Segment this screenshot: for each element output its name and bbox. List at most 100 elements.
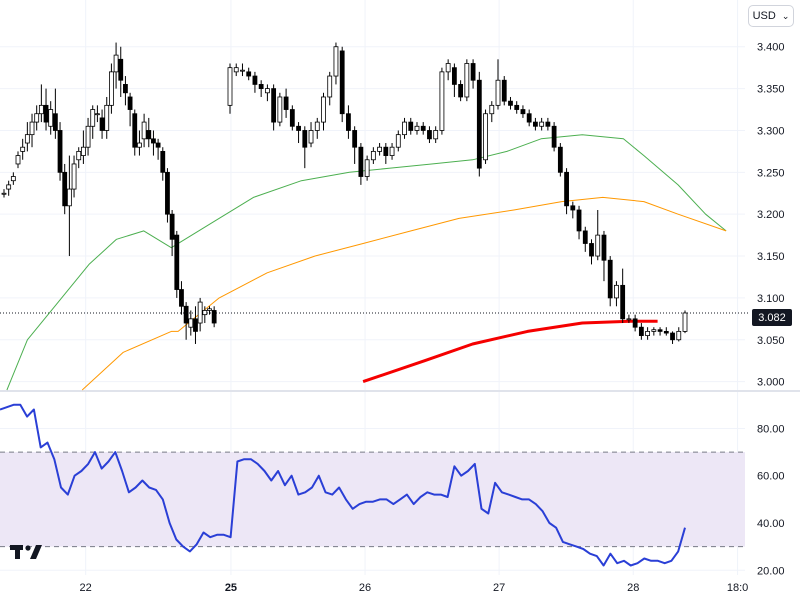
candle-body <box>570 205 576 211</box>
candle-body <box>99 117 105 131</box>
candle-body <box>118 58 124 81</box>
candle-body <box>526 113 532 123</box>
price-tick-label: 3.300 <box>757 125 785 137</box>
candle-body <box>614 284 619 299</box>
candle-body <box>302 130 308 148</box>
candle-body <box>296 125 301 131</box>
time-tick-label: 26 <box>359 582 371 594</box>
candle-body <box>15 155 21 165</box>
candle-body <box>85 125 91 148</box>
candle-body <box>66 188 72 207</box>
candle-body <box>657 329 663 332</box>
candle-body <box>183 305 189 324</box>
candle-body <box>327 75 333 98</box>
price-axis-labels: 3.400 3.350 3.300 3.250 3.200 3.150 3.100 3.050… <box>757 42 785 389</box>
candle-body <box>645 330 651 336</box>
candle-body <box>682 312 688 332</box>
candle-body <box>76 150 82 161</box>
time-axis-labels: 22 25 26 27 28 18:0 <box>80 582 749 594</box>
candle-body <box>38 104 44 115</box>
rsi-tick-label: 60.00 <box>757 471 785 483</box>
candle-body <box>533 121 538 127</box>
candle-body <box>451 67 457 85</box>
candle-body <box>165 171 170 215</box>
candle-body <box>445 63 451 73</box>
candle-body <box>607 259 613 299</box>
candle-body <box>339 50 345 115</box>
candle-body <box>109 71 114 106</box>
candle-body <box>197 301 203 324</box>
candle-body <box>670 332 675 341</box>
candle-body <box>20 146 26 152</box>
candle-body <box>52 113 58 131</box>
candle-body <box>632 318 638 328</box>
candle-body <box>501 79 507 102</box>
rsi-band <box>0 452 745 547</box>
candle-body <box>240 69 245 72</box>
price-tick-label: 3.200 <box>757 209 785 221</box>
candle-body <box>346 113 351 131</box>
candle-body <box>10 176 16 182</box>
candle-body <box>383 146 389 156</box>
price-tick-label: 3.400 <box>757 42 785 54</box>
rsi-axis-labels: 80.00 60.00 40.00 20.00 <box>757 423 785 577</box>
chevron-down-icon: ⌄ <box>781 10 790 21</box>
candle-body <box>174 234 180 290</box>
candle-body <box>211 310 217 324</box>
candle-body <box>364 159 370 177</box>
candle-body <box>151 138 156 144</box>
candle-body <box>663 330 669 334</box>
candle-body <box>1 192 7 195</box>
candlestick-series <box>1 42 688 344</box>
currency-selector-button[interactable]: USD ⌄ <box>748 5 794 27</box>
rsi-tick-label: 20.00 <box>757 565 785 577</box>
moving-averages <box>6 134 727 391</box>
last-price-value: 3.082 <box>758 311 786 324</box>
candle-body <box>564 171 569 207</box>
candle-body <box>408 121 414 131</box>
candle-body <box>520 109 526 115</box>
candle-body <box>160 150 166 173</box>
ma-mid-line <box>81 196 727 391</box>
candle-body <box>464 63 470 98</box>
candle-body <box>71 163 77 190</box>
candle-body <box>508 100 513 106</box>
time-tick-label: 22 <box>80 582 92 594</box>
time-tick-label: 18:0 <box>727 582 748 594</box>
candle-body <box>551 125 557 148</box>
candle-body <box>271 88 277 123</box>
candle-body <box>246 71 252 77</box>
candle-body <box>34 113 40 123</box>
rsi-tick-label: 80.00 <box>757 423 785 435</box>
candle-body <box>6 184 12 190</box>
candle-body <box>389 146 395 156</box>
price-tick-label: 3.000 <box>757 377 785 389</box>
candle-body <box>414 125 420 131</box>
candle-body <box>141 121 147 140</box>
candle-body <box>43 104 49 123</box>
candle-body <box>576 209 582 232</box>
tradingview-logo[interactable] <box>10 543 42 566</box>
candle-body <box>80 146 86 156</box>
candle-body <box>651 329 657 332</box>
candle-body <box>458 84 464 98</box>
candle-body <box>155 142 161 148</box>
ma-long-line <box>362 319 658 384</box>
candle-body <box>188 318 194 328</box>
candle-body <box>358 146 364 177</box>
candle-body <box>620 284 626 320</box>
candle-body <box>90 109 96 127</box>
rsi-tick-label: 40.00 <box>757 518 785 530</box>
candle-body <box>638 326 644 336</box>
candle-body <box>137 142 142 148</box>
currency-label: USD <box>752 10 776 22</box>
candle-body <box>95 113 100 116</box>
candle-body <box>395 134 401 148</box>
candle-body <box>289 109 295 127</box>
candle-body <box>470 63 476 81</box>
price-tick-label: 3.050 <box>757 335 785 347</box>
price-tick-label: 3.150 <box>757 251 785 263</box>
rsi-line <box>0 403 686 567</box>
candle-body <box>277 96 283 123</box>
